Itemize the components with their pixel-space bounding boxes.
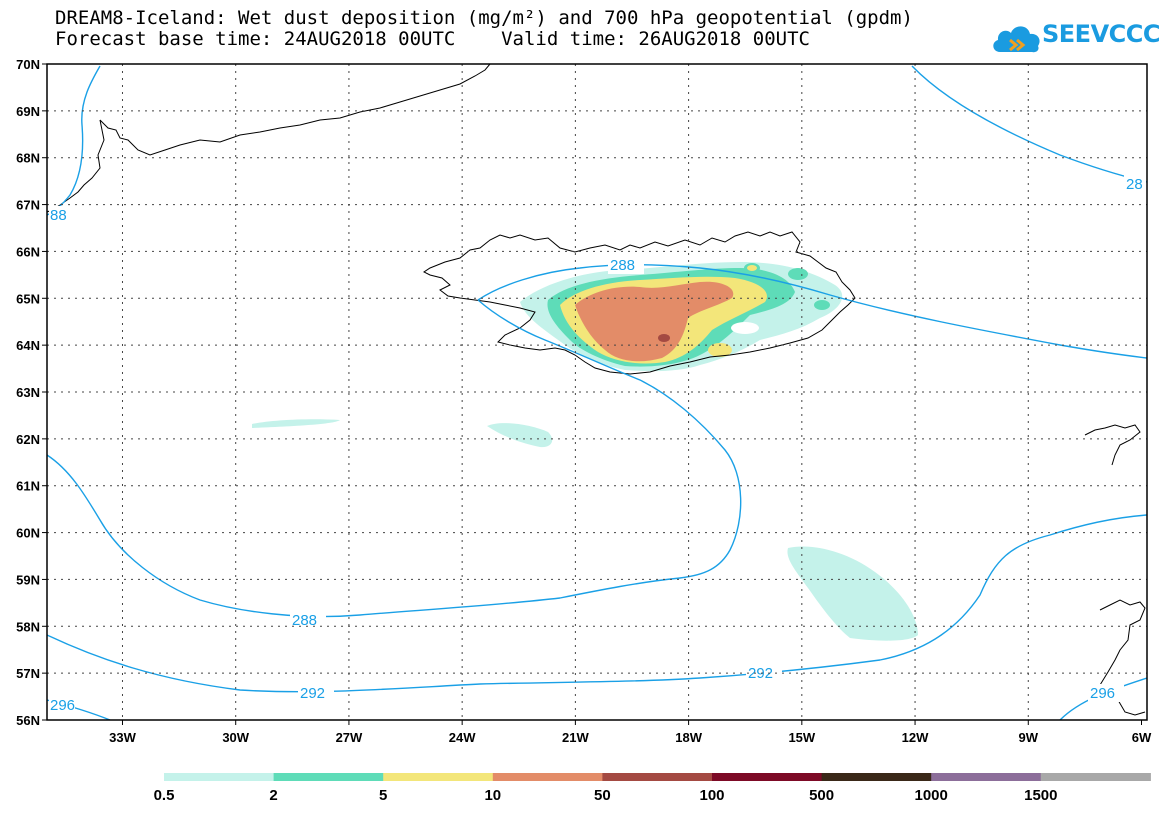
lat-tick-label: 68N	[16, 151, 40, 166]
lat-tick-label: 66N	[16, 244, 40, 259]
dust-deposition-field	[252, 262, 918, 641]
graticule	[47, 64, 1147, 720]
seevccc-logo: SEEVCCC	[990, 18, 1161, 58]
colorbar-label: 500	[809, 787, 834, 804]
colorbar-segment	[492, 773, 603, 781]
lat-tick-label: 70N	[16, 57, 40, 72]
colorbar-segment	[821, 773, 932, 781]
lon-tick-label: 21W	[562, 730, 589, 745]
colorbar-label: 0.5	[154, 787, 175, 804]
lon-tick-label: 30W	[222, 730, 249, 745]
colorbar-segment	[931, 773, 1042, 781]
contour-label: 88	[50, 207, 67, 224]
colorbar-segment	[273, 773, 384, 781]
colorbar-label: 50	[594, 787, 611, 804]
colorbar-label: 10	[484, 787, 501, 804]
logo-text: SEEVCCC	[1042, 20, 1161, 48]
colorbar-segment	[383, 773, 494, 781]
lon-tick-label: 27W	[336, 730, 363, 745]
contour-label: 288	[292, 612, 317, 629]
lat-tick-label: 58N	[16, 619, 40, 634]
lat-tick-label: 57N	[16, 666, 40, 681]
lon-tick-label: 33W	[109, 730, 136, 745]
contour-label: 288	[610, 257, 635, 274]
contour-label: 292	[748, 665, 773, 682]
latitude-axis: 70N 69N 68N 67N 66N 65N 64N 63N 62N 61N 60N 59N 58N 5…	[16, 57, 47, 728]
lat-tick-label: 60N	[16, 526, 40, 541]
lat-tick-label: 62N	[16, 432, 40, 447]
contour-label-group: 288 288 292 292 296 296 88 28	[49, 175, 1146, 714]
lat-tick-label: 65N	[16, 291, 40, 306]
colorbar-segment	[1040, 773, 1151, 781]
lon-tick-label: 9W	[1019, 730, 1039, 745]
contour-label: 296	[1090, 685, 1115, 702]
lon-tick-label: 12W	[902, 730, 929, 745]
lon-tick-label: 6W	[1132, 730, 1152, 745]
lat-tick-label: 59N	[16, 572, 40, 587]
cloud-logo-icon	[993, 26, 1040, 53]
map-background	[47, 64, 1147, 720]
colorbar-label: 2	[269, 787, 277, 804]
map-title: DREAM8-Iceland: Wet dust deposition (mg/…	[55, 7, 913, 29]
lat-tick-label: 56N	[16, 713, 40, 728]
colorbar-segment	[712, 773, 823, 781]
colorbar-label: 5	[379, 787, 387, 804]
colorbar-label: 1000	[915, 787, 948, 804]
contour-label: 296	[50, 697, 75, 714]
colorbar-segment	[602, 773, 713, 781]
colorbar-label: 100	[699, 787, 724, 804]
colorbar: 0.5 2 5 10 50 100 500 1000 1500	[154, 773, 1151, 804]
map-subtitle: Forecast base time: 24AUG2018 00UTC Vali…	[55, 28, 810, 50]
colorbar-label: 1500	[1024, 787, 1057, 804]
lon-tick-label: 15W	[788, 730, 815, 745]
lat-tick-label: 67N	[16, 198, 40, 213]
longitude-axis: 33W 30W 27W 24W 21W 18W 15W 12W 9W 6W	[109, 720, 1152, 745]
lon-tick-label: 24W	[449, 730, 476, 745]
lat-tick-label: 61N	[16, 479, 40, 494]
lat-tick-label: 69N	[16, 104, 40, 119]
contour-label: 28	[1126, 176, 1143, 193]
lon-tick-label: 18W	[675, 730, 702, 745]
lat-tick-label: 64N	[16, 338, 40, 353]
contour-label: 292	[300, 685, 325, 702]
colorbar-segment	[164, 773, 275, 781]
lat-tick-label: 63N	[16, 385, 40, 400]
